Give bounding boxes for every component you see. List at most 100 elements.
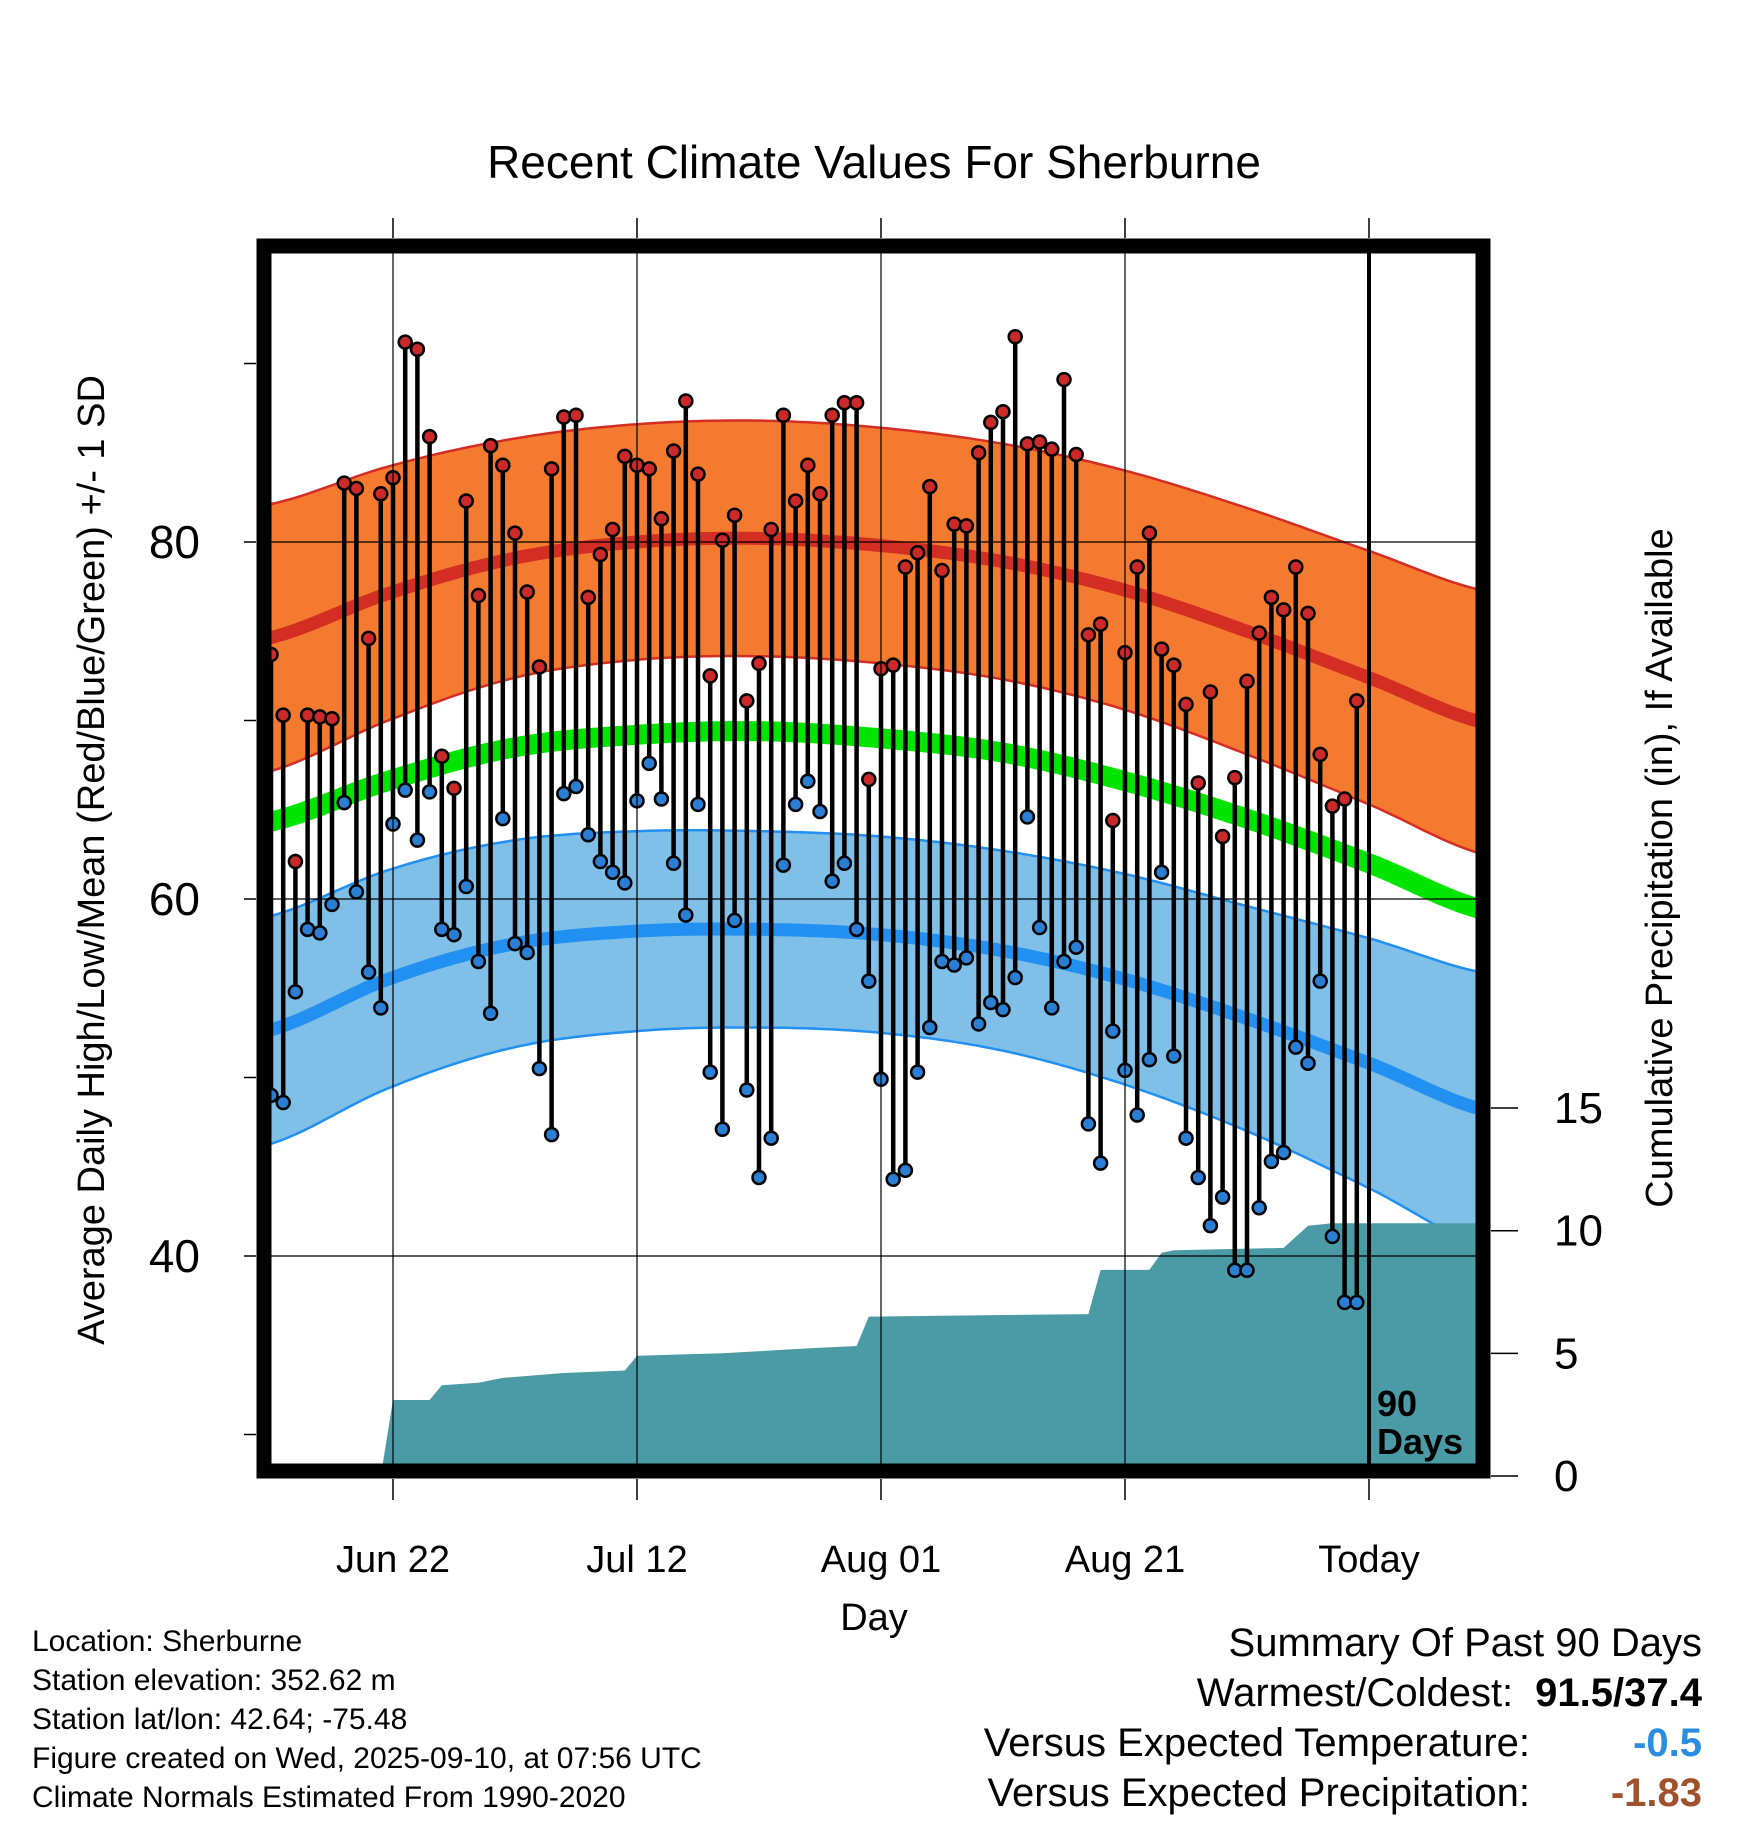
daily-low-point xyxy=(434,921,450,938)
daily-high-point xyxy=(1349,693,1365,709)
daily-low-point xyxy=(360,964,377,980)
daily-high-point xyxy=(360,630,377,647)
daily-high-point xyxy=(568,407,584,424)
summary-heading: Summary Of Past 90 Days xyxy=(1228,1621,1702,1665)
daily-high-point xyxy=(1068,446,1084,463)
daily-low-point xyxy=(848,921,865,938)
daily-low-point xyxy=(812,803,828,820)
daily-low-point xyxy=(470,953,487,970)
daily-high-point xyxy=(958,518,975,534)
plot-frame xyxy=(256,238,1491,1479)
high-normal-band xyxy=(264,420,1483,855)
daily-low-point xyxy=(421,784,438,800)
summary-temp-row: Versus Expected Temperature: -0.5 xyxy=(984,1718,1702,1768)
daily-low-point xyxy=(1275,1144,1292,1161)
daily-high-point xyxy=(482,437,499,454)
normals-text: Climate Normals Estimated From 1990-2020 xyxy=(32,1781,626,1814)
today-days-number: 90 xyxy=(1377,1383,1417,1424)
daily-high-point xyxy=(470,587,487,604)
daily-low-point xyxy=(751,1169,767,1186)
daily-high-point xyxy=(434,748,450,764)
daily-high-point xyxy=(970,445,987,461)
daily-high-point xyxy=(1178,696,1194,713)
daily-high-point xyxy=(1129,559,1145,575)
daily-high-point xyxy=(1080,627,1097,643)
daily-low-point xyxy=(665,855,682,872)
daily-low-point xyxy=(800,773,816,789)
precip-area xyxy=(381,1223,1483,1471)
daily-low-point xyxy=(726,912,743,929)
daily-low-point xyxy=(446,926,462,943)
station-info: Location: Sherburne Station elevation: 3… xyxy=(32,1622,702,1817)
daily-high-point xyxy=(312,709,328,725)
daily-low-point xyxy=(1031,919,1048,936)
x-tick-label: Jun 22 xyxy=(336,1539,450,1581)
daily-low-point xyxy=(1349,1294,1365,1311)
daily-high-point xyxy=(287,853,304,870)
temp-value: -0.5 xyxy=(1633,1721,1702,1765)
y-tick-label: 40 xyxy=(149,1230,200,1282)
daily-low-point xyxy=(1324,1228,1341,1245)
daily-low-point xyxy=(995,1001,1011,1018)
daily-low-point xyxy=(861,973,877,989)
daily-high-point xyxy=(336,475,352,491)
y2-tick-label: 10 xyxy=(1554,1207,1603,1256)
gridlines xyxy=(264,246,1483,1471)
daily-high-point xyxy=(909,544,926,561)
daily-high-point xyxy=(824,407,840,424)
y2-tick-label: 0 xyxy=(1554,1452,1578,1501)
latlon-text: Station lat/lon: 42.64; -75.48 xyxy=(32,1703,408,1736)
daily-low-point xyxy=(1202,1217,1219,1234)
summary-panel: Summary Of Past 90 Days Warmest/Coldest:… xyxy=(984,1618,1702,1818)
location-text: Location: Sherburne xyxy=(32,1625,303,1658)
daily-low-point xyxy=(1153,864,1170,880)
daily-high-point xyxy=(373,486,389,502)
daily-low-point xyxy=(946,957,962,973)
daily-high-point xyxy=(1239,673,1255,689)
daily-low-point xyxy=(678,907,694,923)
daily-low-point xyxy=(653,791,670,807)
daily-high-point xyxy=(665,443,682,459)
daily-low-point xyxy=(324,896,340,913)
daily-high-point xyxy=(519,584,535,600)
daily-low-point xyxy=(1129,1107,1145,1123)
x-tick-label: Jul 12 xyxy=(586,1539,687,1581)
daily-low-point xyxy=(958,950,975,966)
daily-low-point xyxy=(775,857,792,873)
daily-low-point xyxy=(409,832,426,848)
daily-high-point xyxy=(592,546,609,563)
daily-high-point xyxy=(897,559,914,575)
daily-low-point xyxy=(702,1064,718,1080)
x-tick-label: Today xyxy=(1318,1539,1419,1581)
daily-high-point xyxy=(1312,746,1328,763)
daily-high-point xyxy=(543,461,560,477)
daily-high-point xyxy=(1019,436,1036,452)
daily-high-point xyxy=(653,511,670,527)
daily-low-point xyxy=(1080,1116,1097,1132)
daily-low-point xyxy=(1105,1023,1121,1039)
daily-high-point xyxy=(556,409,572,425)
daily-low-point xyxy=(897,1162,914,1179)
daily-low-point xyxy=(983,994,999,1011)
daily-high-point xyxy=(1190,775,1206,791)
daily-high-point xyxy=(775,407,792,424)
daily-low-point xyxy=(1239,1262,1255,1279)
daily-high-point xyxy=(507,525,523,541)
x-axis-label: Day xyxy=(840,1597,908,1639)
daily-high-point xyxy=(446,780,462,797)
daily-high-point xyxy=(690,466,706,482)
daily-low-point xyxy=(1007,969,1023,986)
daily-low-point xyxy=(531,1060,548,1077)
daily-high-point xyxy=(678,393,694,409)
daily-low-point xyxy=(1068,939,1084,955)
daily-low-point xyxy=(763,1130,779,1146)
daily-high-point xyxy=(848,395,865,411)
daily-high-point xyxy=(1300,605,1316,622)
daily-low-point xyxy=(275,1094,291,1111)
daily-high-point xyxy=(1153,641,1170,657)
daily-low-point xyxy=(1251,1200,1267,1216)
daily-high-point xyxy=(861,771,877,788)
y2-tick-label: 15 xyxy=(1554,1084,1603,1133)
daily-low-point xyxy=(836,855,853,872)
daily-high-point xyxy=(714,532,731,548)
